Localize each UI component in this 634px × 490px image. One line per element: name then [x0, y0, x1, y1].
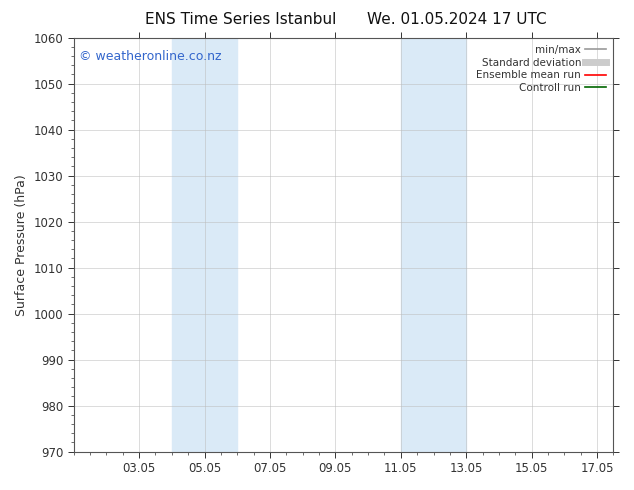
- Text: ENS Time Series Istanbul: ENS Time Series Istanbul: [145, 12, 337, 27]
- Bar: [401, 38, 466, 452]
- Bar: [172, 38, 237, 452]
- Legend: min/max, Standard deviation, Ensemble mean run, Controll run: min/max, Standard deviation, Ensemble me…: [474, 43, 608, 95]
- Text: © weatheronline.co.nz: © weatheronline.co.nz: [79, 50, 222, 63]
- Text: We. 01.05.2024 17 UTC: We. 01.05.2024 17 UTC: [366, 12, 547, 27]
- Y-axis label: Surface Pressure (hPa): Surface Pressure (hPa): [15, 174, 28, 316]
